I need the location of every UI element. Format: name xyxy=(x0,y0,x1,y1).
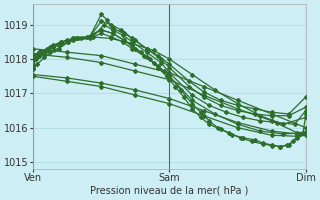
X-axis label: Pression niveau de la mer( hPa ): Pression niveau de la mer( hPa ) xyxy=(90,186,249,196)
